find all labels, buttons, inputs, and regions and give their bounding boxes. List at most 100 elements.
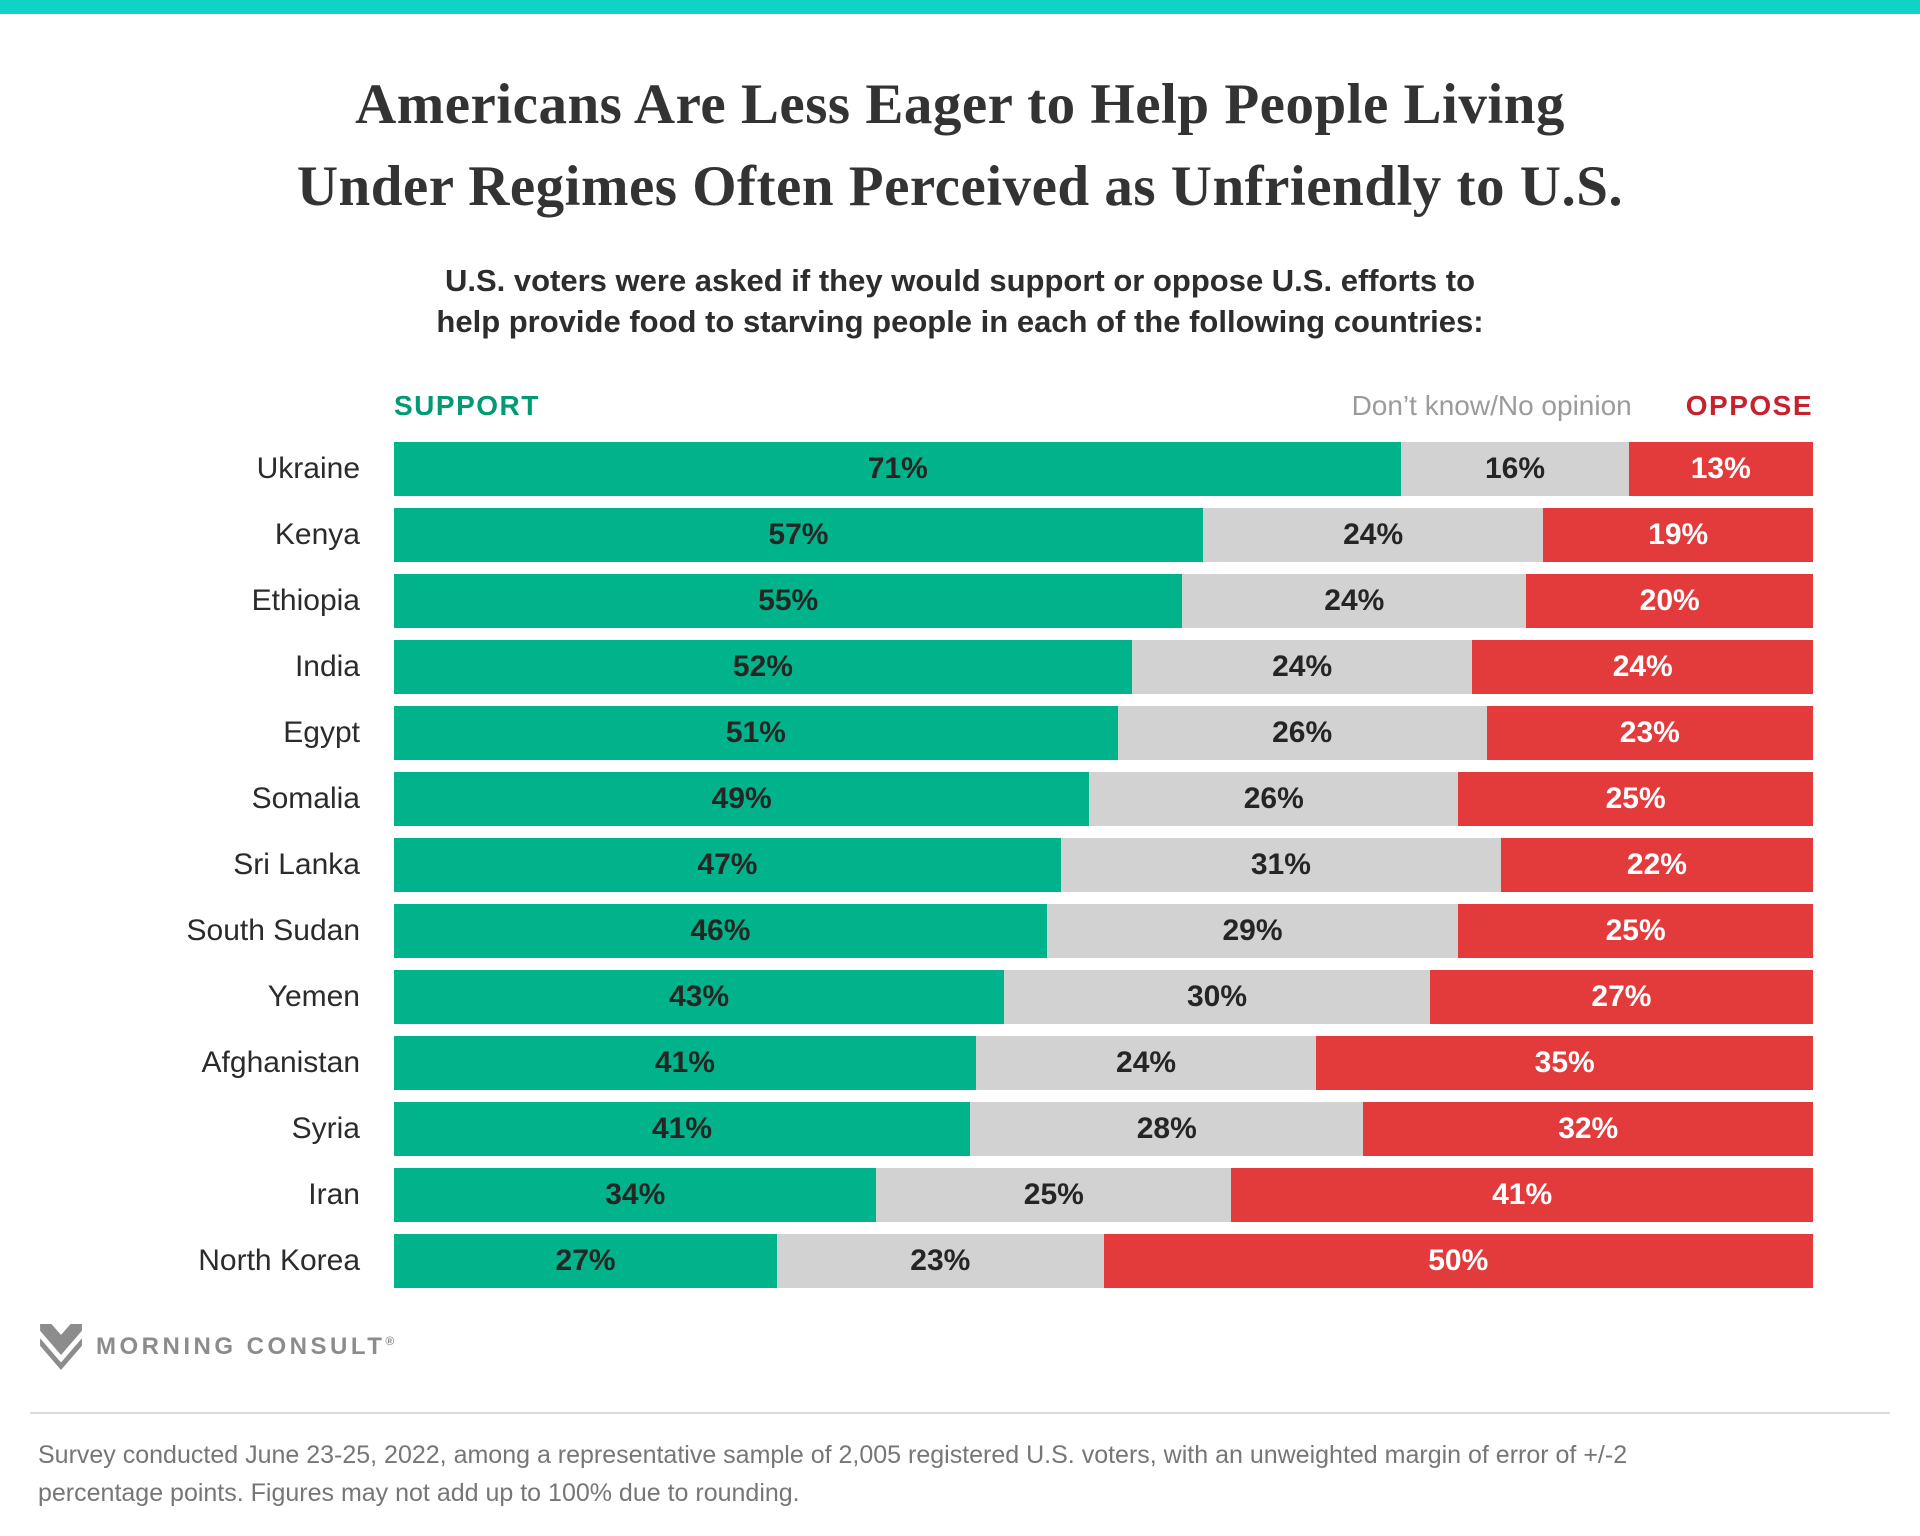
segment-don-t-know-no-opinion: 26% bbox=[1089, 772, 1459, 826]
segment-value-label: 32% bbox=[1558, 1112, 1619, 1145]
chart-row-ethiopia: Ethiopia 55% 24% 20% bbox=[0, 574, 1813, 628]
country-label: Yemen bbox=[267, 980, 360, 1013]
stacked-bar: 27% 23% 50% bbox=[394, 1234, 1813, 1288]
brand-top-bar bbox=[0, 0, 1920, 14]
stacked-bar: 46% 29% 25% bbox=[394, 904, 1813, 958]
morning-consult-logo: MORNING CONSULT® bbox=[40, 1324, 1920, 1370]
stacked-bar: 55% 24% 20% bbox=[394, 574, 1813, 628]
chart-row-afghanistan: Afghanistan 41% 24% 35% bbox=[0, 1036, 1814, 1090]
segment-value-label: 25% bbox=[1605, 782, 1666, 815]
segment-support: 46% bbox=[394, 904, 1047, 958]
segment-support: 52% bbox=[394, 640, 1132, 694]
registered-trademark-mark: ® bbox=[385, 1334, 395, 1348]
page-title-line1: Americans Are Less Eager to Help People … bbox=[355, 73, 1565, 136]
segment-value-label: 16% bbox=[1484, 452, 1546, 485]
segment-value-label: 35% bbox=[1534, 1046, 1595, 1079]
chart-rows: Ukraine 71% 16% 13% Kenya 57% 24% 19% Ethiopia 55… bbox=[0, 442, 1814, 1288]
chart-row-sri-lanka: Sri Lanka 47% 31% 22% bbox=[0, 838, 1814, 892]
segment-support: 71% bbox=[394, 442, 1402, 496]
segment-value-label: 55% bbox=[758, 584, 819, 617]
segment-value-label: 30% bbox=[1187, 980, 1248, 1013]
segment-don-t-know-no-opinion: 25% bbox=[876, 1168, 1232, 1222]
segment-value-label: 13% bbox=[1690, 452, 1751, 485]
segment-value-label: 50% bbox=[1428, 1244, 1489, 1277]
stacked-bar: 71% 16% 13% bbox=[394, 442, 1813, 496]
segment-value-label: 51% bbox=[725, 716, 786, 749]
country-label: Syria bbox=[291, 1112, 360, 1145]
segment-oppose: 35% bbox=[1316, 1036, 1814, 1090]
country-label: South Sudan bbox=[186, 914, 360, 947]
segment-don-t-know-no-opinion: 23% bbox=[777, 1234, 1104, 1288]
segment-oppose: 13% bbox=[1628, 442, 1813, 496]
segment-value-label: 34% bbox=[605, 1178, 666, 1211]
chart-row-south-sudan: South Sudan 46% 29% 25% bbox=[0, 904, 1813, 958]
footer-text-line1: Survey conducted June 23-25, 2022, among… bbox=[38, 1441, 1628, 1469]
segment-value-label: 41% bbox=[654, 1046, 715, 1079]
segment-value-label: 25% bbox=[1605, 914, 1666, 947]
segment-oppose: 20% bbox=[1526, 574, 1813, 628]
legend-right-group: Don’t know/No opinion OPPOSE bbox=[1352, 390, 1813, 422]
segment-oppose: 41% bbox=[1231, 1168, 1813, 1222]
morning-consult-logo-text: MORNING CONSULT® bbox=[96, 1333, 395, 1360]
country-label: Afghanistan bbox=[201, 1046, 360, 1079]
stacked-bar: 57% 24% 19% bbox=[394, 508, 1813, 562]
stacked-bar: 51% 26% 23% bbox=[394, 706, 1813, 760]
segment-value-label: 23% bbox=[1619, 716, 1680, 749]
chart-row-north-korea: North Korea 27% 23% 50% bbox=[0, 1234, 1813, 1288]
segment-oppose: 19% bbox=[1543, 508, 1813, 562]
country-label: Somalia bbox=[251, 782, 360, 815]
chart-row-iran: Iran 34% 25% 41% bbox=[0, 1168, 1813, 1222]
legend-support-label: SUPPORT bbox=[394, 390, 540, 421]
segment-oppose: 22% bbox=[1500, 838, 1814, 892]
segment-support: 47% bbox=[394, 838, 1061, 892]
chart-row-ukraine: Ukraine 71% 16% 13% bbox=[0, 442, 1813, 496]
segment-value-label: 24% bbox=[1272, 650, 1333, 683]
country-label: Egypt bbox=[283, 716, 360, 749]
segment-oppose: 50% bbox=[1103, 1234, 1813, 1288]
country-label: Kenya bbox=[274, 518, 360, 551]
segment-value-label: 24% bbox=[1324, 584, 1385, 617]
chart-subtitle-line1: U.S. voters were asked if they would sup… bbox=[444, 263, 1476, 298]
segment-value-label: 43% bbox=[669, 980, 730, 1013]
segment-value-label: 27% bbox=[555, 1244, 616, 1277]
segment-value-label: 25% bbox=[1023, 1178, 1084, 1211]
segment-value-label: 19% bbox=[1648, 518, 1709, 551]
segment-value-label: 20% bbox=[1639, 584, 1700, 617]
footer-methodology-text: Survey conducted June 23-25, 2022, among… bbox=[38, 1436, 1798, 1512]
segment-oppose: 23% bbox=[1486, 706, 1813, 760]
footer: Survey conducted June 23-25, 2022, among… bbox=[0, 1412, 1920, 1512]
morning-consult-logo-icon bbox=[40, 1324, 82, 1370]
footer-text-line2: percentage points. Figures may not add u… bbox=[38, 1479, 800, 1507]
country-label: India bbox=[294, 650, 360, 683]
segment-don-t-know-no-opinion: 24% bbox=[975, 1036, 1317, 1090]
segment-don-t-know-no-opinion: 30% bbox=[1004, 970, 1430, 1024]
segment-support: 43% bbox=[394, 970, 1005, 1024]
segment-don-t-know-no-opinion: 24% bbox=[1131, 640, 1473, 694]
segment-don-t-know-no-opinion: 24% bbox=[1182, 574, 1527, 628]
segment-don-t-know-no-opinion: 29% bbox=[1046, 904, 1459, 958]
country-label: North Korea bbox=[198, 1244, 360, 1277]
segment-value-label: 22% bbox=[1626, 848, 1687, 881]
segment-don-t-know-no-opinion: 26% bbox=[1117, 706, 1487, 760]
footer-divider bbox=[30, 1412, 1890, 1414]
stacked-bar: 34% 25% 41% bbox=[394, 1168, 1813, 1222]
segment-value-label: 24% bbox=[1116, 1046, 1177, 1079]
segment-support: 57% bbox=[394, 508, 1203, 562]
segment-value-label: 52% bbox=[732, 650, 793, 683]
legend-dont-know-label: Don’t know/No opinion bbox=[1351, 390, 1632, 421]
country-label: Iran bbox=[308, 1178, 360, 1211]
segment-support: 51% bbox=[394, 706, 1118, 760]
segment-value-label: 71% bbox=[867, 452, 928, 485]
segment-value-label: 41% bbox=[1492, 1178, 1553, 1211]
chart-row-syria: Syria 41% 28% 32% bbox=[0, 1102, 1813, 1156]
segment-don-t-know-no-opinion: 16% bbox=[1401, 442, 1629, 496]
chart-subtitle-line2: help provide food to starving people in … bbox=[436, 304, 1484, 339]
segment-value-label: 27% bbox=[1591, 980, 1652, 1013]
segment-value-label: 28% bbox=[1136, 1112, 1197, 1145]
chart-subtitle: U.S. voters were asked if they would sup… bbox=[0, 260, 1920, 342]
segment-oppose: 25% bbox=[1458, 772, 1813, 826]
chart-row-yemen: Yemen 43% 30% 27% bbox=[0, 970, 1813, 1024]
page-title-line2: Under Regimes Often Perceived as Unfrien… bbox=[296, 155, 1624, 218]
country-label: Ukraine bbox=[256, 452, 360, 485]
